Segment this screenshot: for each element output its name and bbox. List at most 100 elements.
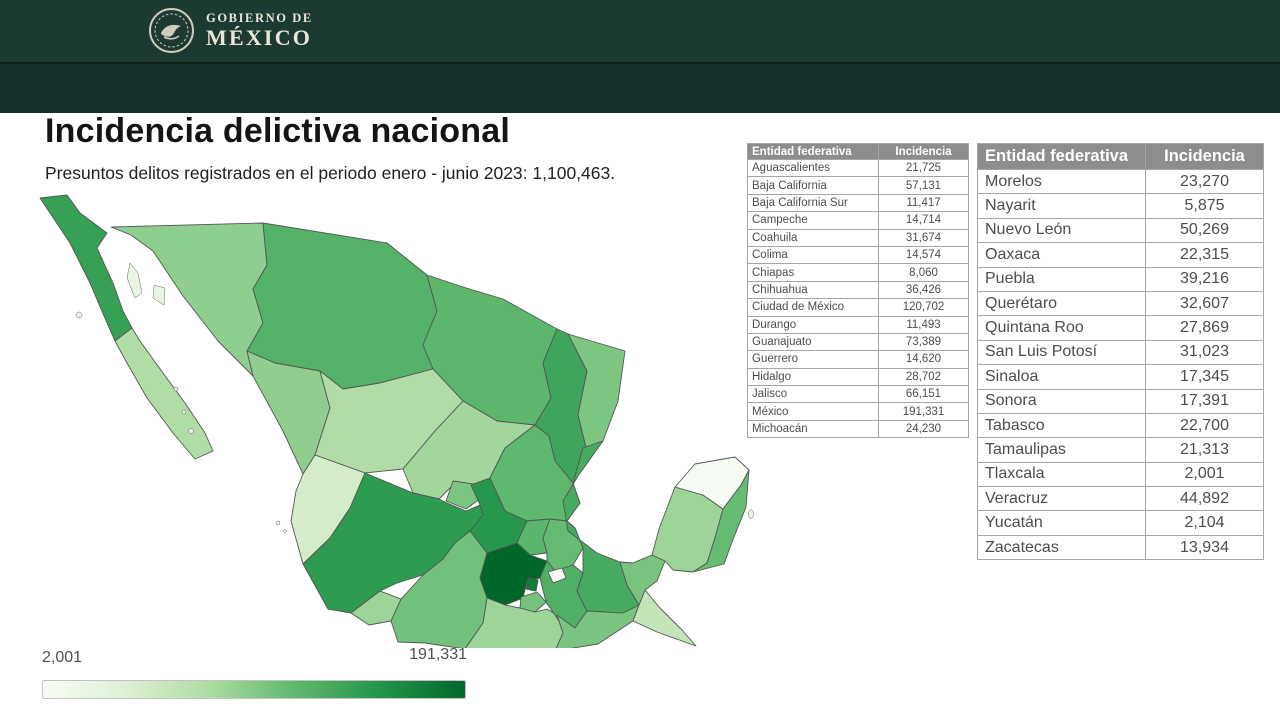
government-seal-icon	[149, 8, 194, 53]
cell-incidence: 73,389	[878, 332, 969, 352]
cell-incidence: 11,417	[878, 193, 969, 213]
map-state-baja-california-sur[interactable]	[114, 327, 214, 460]
cell-incidence: 21,313	[1145, 437, 1264, 463]
table-row: Ciudad de México 120,702	[747, 298, 969, 317]
map-state-quintana-roo[interactable]	[692, 469, 750, 573]
islas-marias-island	[275, 520, 281, 526]
map-state-colima[interactable]	[350, 590, 402, 626]
table-row: Chiapas 8,060	[747, 263, 969, 282]
cell-incidence: 8,060	[878, 263, 969, 282]
table-row: Zacatecas 13,934	[977, 534, 1264, 561]
incidence-table-left: Entidad federativa Incidencia Aguascalie…	[747, 143, 969, 439]
table-row: Quintana Roo 27,869	[977, 315, 1264, 341]
cell-incidence: 27,869	[1145, 315, 1264, 341]
cell-incidence: 11,493	[878, 315, 969, 334]
logo-text-line2: MÉXICO	[206, 24, 313, 50]
cell-incidence: 24,230	[878, 419, 969, 439]
table-row: Guanajuato 73,389	[747, 332, 969, 352]
table-row: Campeche 14,714	[747, 211, 969, 230]
cell-entity: Guanajuato	[747, 332, 879, 352]
table-row: Baja California 57,131	[747, 176, 969, 195]
cell-incidence: 57,131	[878, 176, 969, 195]
table-row: San Luis Potosí 31,023	[977, 339, 1264, 366]
islet-island	[181, 409, 187, 415]
cell-entity: Chihuahua	[747, 280, 879, 300]
mexico-choropleth-map	[35, 193, 755, 655]
isla-cozumel-island	[748, 509, 754, 519]
column-header-incidence: Incidencia	[1145, 143, 1264, 170]
cell-entity: Michoacán	[747, 419, 879, 439]
table-row: Michoacán 24,230	[747, 419, 969, 439]
cell-entity: Hidalgo	[747, 367, 879, 387]
cell-entity: Veracruz	[977, 486, 1146, 512]
cell-incidence: 17,391	[1145, 388, 1264, 414]
table-row: Querétaro 32,607	[977, 290, 1264, 317]
map-state-chiapas[interactable]	[632, 589, 697, 647]
cell-incidence: 28,702	[878, 367, 969, 387]
cell-entity: Sonora	[977, 388, 1146, 414]
cell-entity: Sinaloa	[977, 364, 1146, 390]
table-row: Guerrero 14,620	[747, 350, 969, 369]
cell-incidence: 14,620	[878, 350, 969, 369]
table-row: Nayarit 5,875	[977, 193, 1264, 219]
page-title: Incidencia delictiva nacional	[45, 112, 510, 150]
cell-entity: Tamaulipas	[977, 437, 1146, 463]
cell-incidence: 13,934	[1145, 534, 1264, 561]
incidence-table-right: Entidad federativa Incidencia Morelos 23,…	[977, 143, 1264, 561]
islas-marias-island	[283, 529, 287, 533]
map-state-morelos[interactable]	[519, 591, 547, 613]
cell-incidence: 23,270	[1145, 168, 1264, 195]
cell-entity: Oaxaca	[977, 242, 1146, 268]
table-row: Coahuila 31,674	[747, 228, 969, 247]
column-header-incidence: Incidencia	[878, 143, 969, 160]
cell-entity: Quintana Roo	[977, 315, 1146, 341]
gobierno-mexico-logo[interactable]: GOBIERNO DE MÉXICO	[148, 7, 313, 54]
table-row: Colima 14,574	[747, 245, 969, 265]
table-row: Tlaxcala 2,001	[977, 461, 1264, 488]
cell-incidence: 21,725	[878, 158, 969, 178]
page-subtitle: Presuntos delitos registrados en el peri…	[45, 163, 616, 183]
column-header-entity: Entidad federativa	[977, 143, 1146, 170]
cell-entity: Guerrero	[747, 350, 879, 369]
cell-entity: Morelos	[977, 168, 1146, 195]
cell-entity: Ciudad de México	[747, 298, 879, 317]
legend-max-label: 191,331	[409, 646, 467, 663]
table-row: Sinaloa 17,345	[977, 364, 1264, 390]
cell-entity: Campeche	[747, 211, 879, 230]
isla-angel-de-la-guarda-island	[126, 262, 143, 299]
cell-entity: Colima	[747, 245, 879, 265]
legend-gradient-bar	[42, 680, 466, 699]
cell-incidence: 36,426	[878, 280, 969, 300]
table-header-row: Entidad federativa Incidencia	[977, 143, 1264, 170]
cell-entity: Puebla	[977, 266, 1146, 292]
cell-incidence: 14,714	[878, 211, 969, 230]
map-state-baja-california[interactable]	[39, 194, 133, 342]
table-row: Aguascalientes 21,725	[747, 158, 969, 178]
map-state-tlaxcala[interactable]	[547, 567, 567, 584]
map-state-tabasco[interactable]	[619, 554, 666, 606]
cell-entity: Jalisco	[747, 385, 879, 404]
cell-entity: Yucatán	[977, 510, 1146, 536]
table-row: Baja California Sur 11,417	[747, 193, 969, 213]
cell-incidence: 2,104	[1145, 510, 1264, 536]
cell-entity: Chiapas	[747, 263, 879, 282]
table-row: Veracruz 44,892	[977, 486, 1264, 512]
cell-entity: Nuevo León	[977, 217, 1146, 244]
table-row: Durango 11,493	[747, 315, 969, 334]
cell-incidence: 39,216	[1145, 266, 1264, 292]
subheader-bar	[0, 62, 1280, 113]
cell-incidence: 31,023	[1145, 339, 1264, 366]
column-header-entity: Entidad federativa	[747, 143, 879, 160]
table-row: Puebla 39,216	[977, 266, 1264, 292]
cell-entity: Tlaxcala	[977, 461, 1146, 488]
cell-incidence: 50,269	[1145, 217, 1264, 244]
cell-entity: Zacatecas	[977, 534, 1146, 561]
cell-incidence: 2,001	[1145, 461, 1264, 488]
isla-tiburon-island	[152, 284, 166, 306]
table-row: México 191,331	[747, 402, 969, 421]
table-header-row: Entidad federativa Incidencia	[747, 143, 969, 160]
cell-incidence: 32,607	[1145, 290, 1264, 317]
cell-incidence: 66,151	[878, 385, 969, 404]
map-state-ciudad-de-mexico[interactable]	[525, 577, 539, 592]
cell-incidence: 22,700	[1145, 412, 1264, 439]
